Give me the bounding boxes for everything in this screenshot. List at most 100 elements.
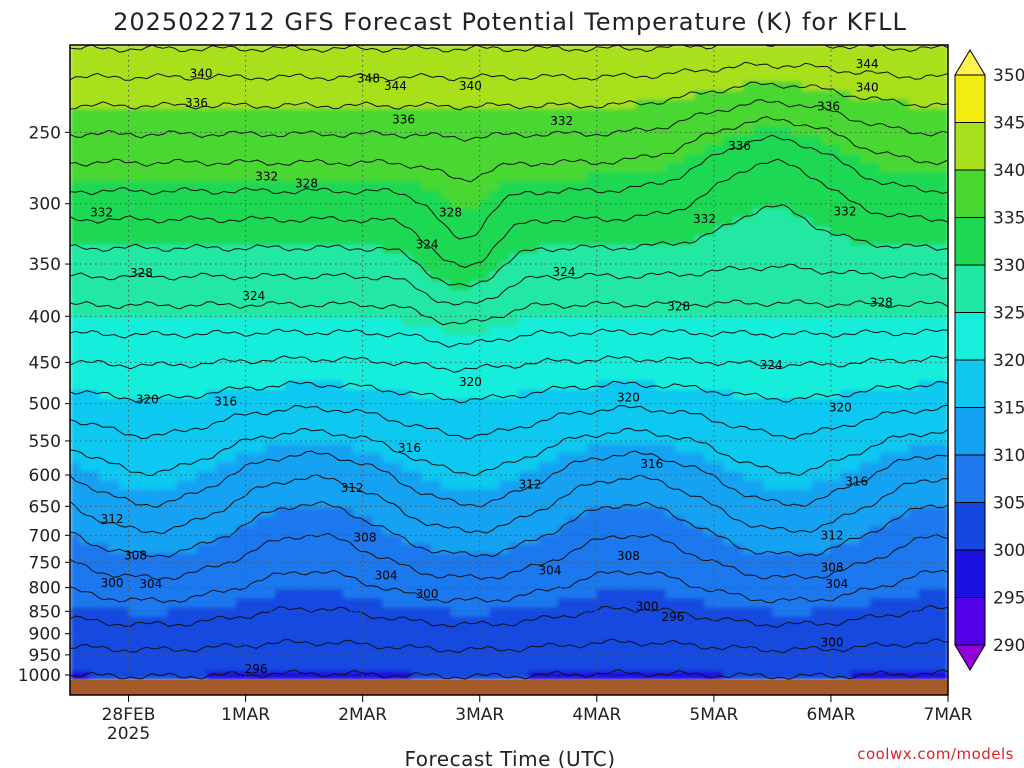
contour-line <box>70 299 948 326</box>
colorbar-tick-label: 295 <box>993 589 1024 609</box>
contour-label: 296 <box>245 662 268 676</box>
y-tick-label: 250 <box>29 123 61 143</box>
y-tick-label: 700 <box>29 526 61 546</box>
contour-label: 320 <box>617 390 640 404</box>
contour-line <box>70 500 948 558</box>
contour-line <box>70 158 948 269</box>
colorbar-segment <box>954 407 986 456</box>
colorbar: 290 295 300 305 310 315 320 325 330 335 340 345 350 <box>954 49 1024 671</box>
credit-text: coolwx.com/models <box>857 745 1014 763</box>
contour-label: 332 <box>550 114 573 128</box>
x-tick-label: 2MAR <box>338 705 387 725</box>
x-tick-label: 7MAR <box>924 705 973 725</box>
y-tick-label: 400 <box>29 307 61 327</box>
contour-label: 332 <box>693 212 716 226</box>
contour-label: 324 <box>760 358 783 372</box>
contour-label: 328 <box>667 299 690 313</box>
contour-line <box>70 605 948 628</box>
colorbar-tick-label: 290 <box>993 636 1024 656</box>
contour-label: 344 <box>856 57 879 71</box>
x-tick-label: 6MAR <box>806 705 855 725</box>
contour-line <box>70 81 948 111</box>
contour-line <box>70 61 948 82</box>
contour-lines <box>70 45 948 680</box>
contour-label: 312 <box>519 478 542 492</box>
contour-label: 304 <box>539 564 562 578</box>
contour-label: 324 <box>553 265 576 279</box>
color-bands <box>70 45 948 680</box>
colorbar-tick-label: 315 <box>993 399 1024 419</box>
y-tick-label: 800 <box>29 579 61 599</box>
contour-label: 344 <box>384 79 407 93</box>
x-tick-sublabel: 2025 <box>107 724 150 744</box>
contour-line <box>70 99 948 142</box>
contour-line <box>70 134 948 240</box>
contour-label: 312 <box>821 528 844 542</box>
contour-line <box>70 638 948 654</box>
contour-line <box>70 263 948 306</box>
y-tick-label: 850 <box>29 602 61 622</box>
colorbar-segment <box>954 122 986 171</box>
colorbar-tick-label: 310 <box>993 446 1024 466</box>
contour-line <box>70 569 948 604</box>
y-tick-label: 600 <box>29 466 61 486</box>
contour-label: 296 <box>661 610 684 624</box>
contour-line <box>70 404 948 440</box>
colorbar-tick-label: 305 <box>993 494 1024 514</box>
contour-label: 316 <box>398 441 421 455</box>
grid-lines <box>70 45 948 680</box>
contour-line <box>70 328 948 348</box>
colorbar-tick-label: 340 <box>993 161 1024 181</box>
x-tick-label: 1MAR <box>221 705 270 725</box>
contour-label: 336 <box>185 96 208 110</box>
colorbar-segment <box>954 502 986 551</box>
colorbar-tick-label: 330 <box>993 256 1024 276</box>
y-tick-label: 950 <box>29 646 61 666</box>
colorbar-segment <box>954 169 986 218</box>
contour-label: 308 <box>617 549 640 563</box>
y-tick-label: 450 <box>29 353 61 373</box>
colorbar-arrow-low <box>954 644 986 671</box>
contour-label: 300 <box>101 576 124 590</box>
contour-line <box>70 669 948 680</box>
colorbar-segment <box>954 597 986 646</box>
contour-label: 332 <box>834 205 857 219</box>
contour-label: 308 <box>821 561 844 575</box>
contour-label: 340 <box>856 81 879 95</box>
contour-label: 320 <box>829 401 852 415</box>
colorbar-tick-label: 350 <box>993 66 1024 86</box>
y-tick-label: 350 <box>29 255 61 275</box>
contour-label: 328 <box>439 206 462 220</box>
contour-label: 328 <box>295 177 318 191</box>
colorbar-arrow-high <box>954 49 986 76</box>
contour-line <box>70 427 948 477</box>
contour-label: 316 <box>640 457 663 471</box>
contour-line <box>70 532 948 581</box>
colorbar-tick-label: 345 <box>993 114 1024 134</box>
contour-label: 332 <box>255 170 278 184</box>
contour-label: 336 <box>728 139 751 153</box>
contour-label: 304 <box>825 577 848 591</box>
y-tick-label: 650 <box>29 497 61 517</box>
contour-label: 300 <box>636 600 659 614</box>
colorbar-tick-label: 300 <box>993 541 1024 561</box>
contour-line <box>70 204 948 288</box>
contour-label: 348 <box>357 72 380 86</box>
y-tick-label: 300 <box>29 195 61 215</box>
contour-label: 316 <box>845 475 868 489</box>
contour-label: 340 <box>190 66 213 80</box>
colorbar-segment <box>954 549 986 598</box>
contour-label: 300 <box>416 587 439 601</box>
colorbar-tick-label: 335 <box>993 209 1024 229</box>
chart-title: 2025022712 GFS Forecast Potential Temper… <box>113 8 907 36</box>
x-tick-label: 28FEB <box>102 705 156 725</box>
contour-label: 304 <box>375 569 398 583</box>
colorbar-segment <box>954 217 986 266</box>
colorbar-segment <box>954 74 986 123</box>
contour-label: 320 <box>459 375 482 389</box>
contour-label: 324 <box>242 289 265 303</box>
x-tick-label: 5MAR <box>689 705 738 725</box>
contour-line <box>70 355 948 373</box>
